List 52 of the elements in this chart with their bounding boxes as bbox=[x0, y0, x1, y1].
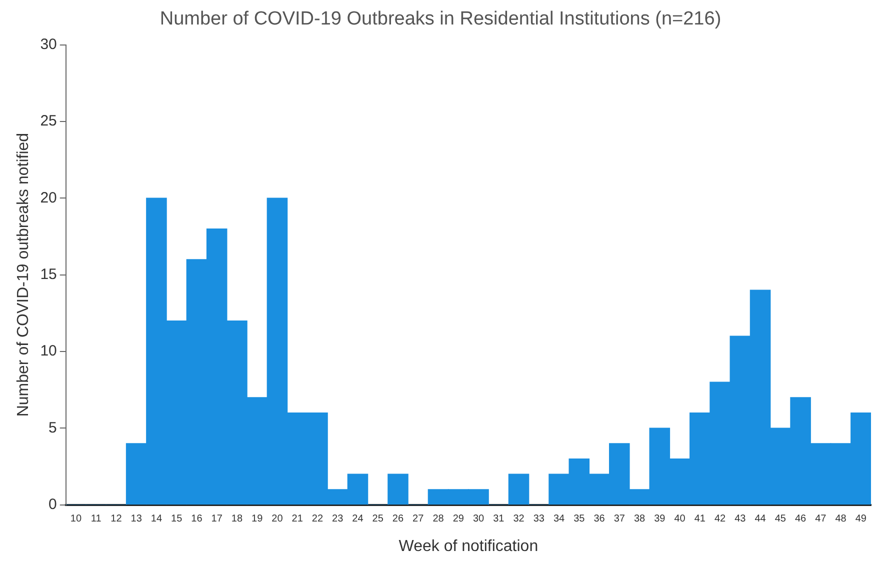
x-tick-label: 35 bbox=[574, 514, 586, 525]
x-tick-label: 11 bbox=[90, 514, 102, 525]
x-tick-label: 38 bbox=[634, 514, 646, 525]
x-tick-label: 24 bbox=[352, 514, 364, 525]
x-tick-label: 39 bbox=[654, 514, 666, 525]
x-tick-label: 27 bbox=[412, 514, 424, 525]
bar bbox=[388, 474, 408, 505]
x-tick-label: 12 bbox=[110, 514, 122, 525]
x-axis-title: Week of notification bbox=[398, 538, 538, 555]
x-tick-label: 46 bbox=[794, 514, 807, 525]
x-tick-label: 41 bbox=[694, 514, 706, 525]
x-tick-label: 36 bbox=[594, 514, 606, 525]
x-tick-label: 44 bbox=[754, 514, 766, 525]
x-tick-label: 13 bbox=[130, 514, 142, 525]
x-tick-label: 21 bbox=[292, 514, 304, 525]
y-tick-label: 15 bbox=[40, 266, 57, 283]
x-tick-label: 25 bbox=[372, 514, 384, 525]
x-tick-label: 28 bbox=[432, 514, 444, 525]
x-tick-label: 43 bbox=[734, 514, 746, 525]
x-tick-label: 18 bbox=[231, 514, 243, 525]
x-tick-label: 23 bbox=[332, 514, 344, 525]
x-tick-label: 20 bbox=[272, 514, 284, 525]
x-tick-label: 10 bbox=[70, 514, 82, 525]
x-tick-label: 34 bbox=[553, 514, 566, 525]
x-tick-label: 42 bbox=[714, 514, 726, 525]
y-axis-title: Number of COVID-19 outbreaks notified bbox=[15, 132, 32, 417]
x-tick-label: 49 bbox=[855, 514, 867, 525]
y-tick-label: 5 bbox=[48, 419, 57, 436]
x-tick-label: 31 bbox=[493, 514, 505, 525]
x-tick-label: 33 bbox=[533, 514, 545, 525]
y-tick-label: 0 bbox=[48, 496, 57, 513]
chart-title: Number of COVID-19 Outbreaks in Residential Institutions (n=216) bbox=[160, 8, 722, 30]
y-tick-label: 30 bbox=[40, 36, 57, 53]
x-tick-label: 22 bbox=[312, 514, 324, 525]
bar bbox=[508, 474, 530, 505]
x-tick-label: 47 bbox=[815, 514, 827, 525]
y-tick-label: 25 bbox=[40, 112, 57, 130]
x-tick-label: 15 bbox=[171, 514, 183, 525]
x-tick-label: 29 bbox=[452, 514, 464, 525]
x-tick-label: 14 bbox=[150, 514, 162, 525]
x-tick-label: 40 bbox=[674, 514, 686, 525]
y-tick-label: 20 bbox=[40, 189, 57, 206]
x-tick-label: 45 bbox=[774, 514, 786, 525]
x-tick-label: 19 bbox=[252, 514, 264, 525]
x-tick-label: 48 bbox=[835, 514, 847, 525]
x-tick-label: 37 bbox=[614, 514, 626, 525]
y-tick-label: 10 bbox=[40, 342, 57, 360]
x-tick-label: 32 bbox=[513, 514, 525, 525]
x-tick-label: 26 bbox=[392, 514, 404, 525]
x-tick-label: 16 bbox=[191, 514, 203, 525]
x-tick-label: 30 bbox=[472, 514, 485, 525]
x-tick-label: 17 bbox=[211, 514, 223, 525]
